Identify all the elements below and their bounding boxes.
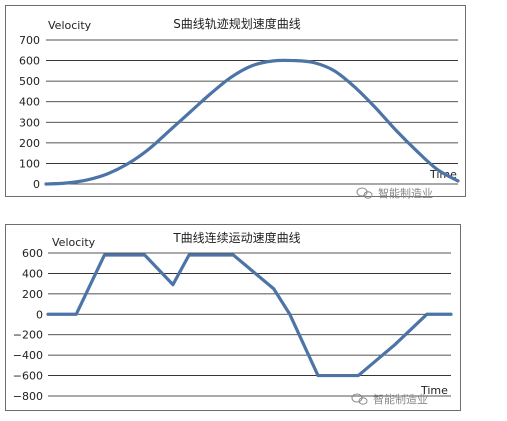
y-tick-label: 200 [22,288,43,301]
y-tick-label: −200 [13,329,43,342]
y-tick-label: 0 [36,308,43,321]
wechat-logo-icon [351,393,368,405]
y-tick-label: 300 [19,116,40,129]
t-curve-y-axis-label: Velocity [52,236,96,249]
y-tick-label: 600 [19,55,40,68]
s-curve-chart-title: S曲线轨迹规划速度曲线 [173,16,301,31]
y-tick-label: 100 [19,157,40,170]
t-curve-watermark: 智能制造业 [351,392,428,406]
s-curve-watermark-text: 智能制造业 [378,186,433,200]
s-curve-gridlines [46,39,458,185]
y-tick-label: 0 [33,178,40,191]
s-curve-chart-border [5,5,466,197]
y-tick-label: 200 [19,137,40,150]
y-tick-label: 400 [19,96,40,109]
s-curve-chart: 0 100 200 300 400 500 600 700 Velocity S曲线轨迹规划速… [5,5,466,200]
s-curve-y-tick-labels: 0 100 200 300 400 500 600 700 [19,34,40,191]
y-tick-label: −600 [13,370,43,383]
t-curve-chart-title: T曲线连续运动速度曲线 [172,230,300,245]
t-curve-chart: 600 400 200 0 −200 −400 −600 −800 Velocity T曲线连… [5,224,461,411]
y-tick-label: 400 [22,267,43,280]
s-curve-velocity-line [44,58,460,186]
y-tick-label: −800 [13,390,43,403]
y-tick-label: 600 [22,247,43,260]
y-tick-label: 500 [19,75,40,88]
s-curve-y-axis-label: Velocity [48,19,92,32]
y-tick-label: 700 [19,34,40,47]
wechat-logo-icon [356,187,373,199]
t-curve-gridlines [48,252,451,397]
t-curve-watermark-text: 智能制造业 [373,392,428,406]
t-curve-velocity-line [46,253,453,378]
t-curve-chart-border [5,224,461,411]
s-curve-watermark: 智能制造业 [356,186,433,200]
t-curve-x-axis-label: Time [420,384,448,397]
y-tick-label: −400 [13,349,43,362]
t-curve-y-tick-labels: 600 400 200 0 −200 −400 −600 −800 [13,247,43,403]
